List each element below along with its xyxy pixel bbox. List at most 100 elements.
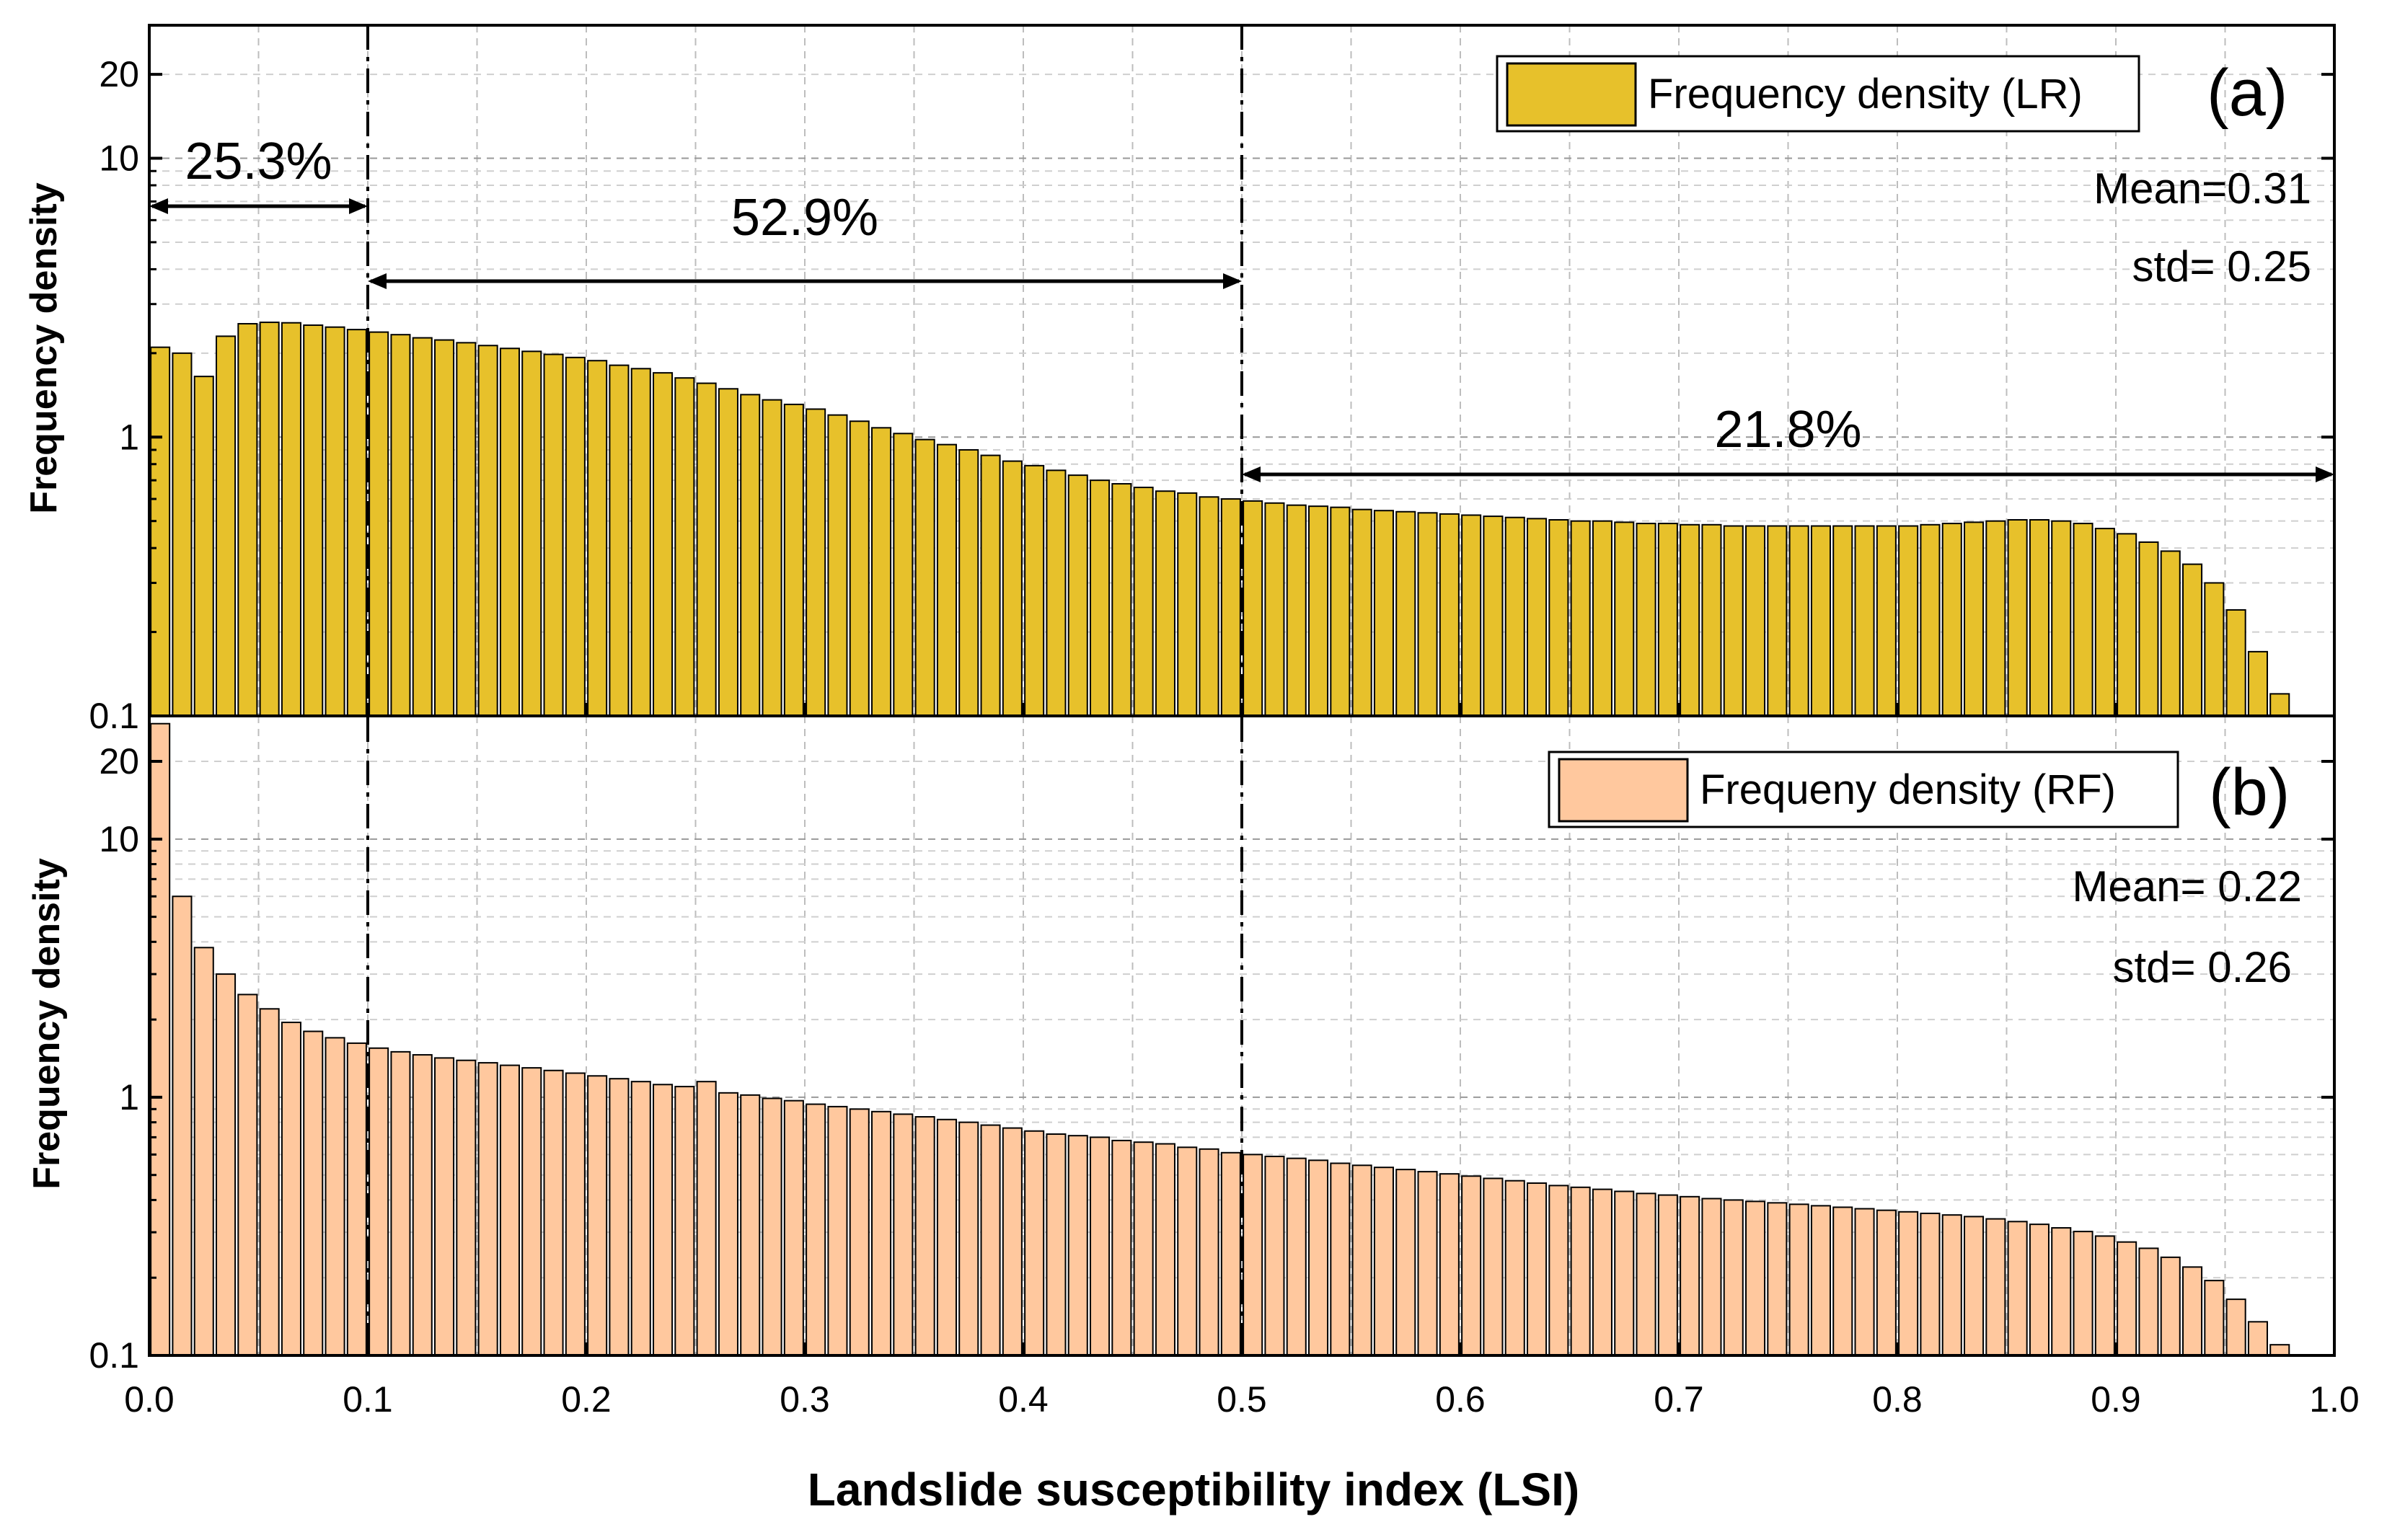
panel-a-bar xyxy=(609,364,630,717)
panel-a-bar xyxy=(237,323,258,717)
panel-b-bar xyxy=(2225,1298,2246,1357)
arrow-head-right xyxy=(2316,466,2334,482)
panel-a-bar xyxy=(1745,525,1766,717)
panel-b-bar xyxy=(2269,1344,2290,1356)
panel-a-bar xyxy=(1701,523,1722,717)
x-tick-label: 0.0 xyxy=(124,1379,175,1420)
panel-a-bar xyxy=(477,345,498,717)
panel-b-bar xyxy=(1264,1155,1285,1357)
panel-a-bar xyxy=(1832,525,1853,717)
panel-b-bar xyxy=(1155,1143,1175,1356)
x-tick-label: 0.3 xyxy=(780,1379,830,1420)
panel-b-bar xyxy=(1788,1203,1809,1356)
panel-b-bar xyxy=(2073,1231,2093,1357)
x-tick-label: 0.5 xyxy=(1217,1379,1267,1420)
panel-a-bar xyxy=(1264,502,1285,717)
panel-a-bar xyxy=(1570,520,1591,717)
panel-a-bar xyxy=(2007,519,2028,717)
panel-a-bar xyxy=(1199,496,1219,717)
panel-a-bar xyxy=(1177,492,1198,717)
panel-a-bar xyxy=(849,420,870,717)
panel-a-bar xyxy=(1548,519,1569,717)
panel-b-bar xyxy=(346,1042,367,1356)
panel-a-bar xyxy=(762,399,782,717)
panel-b-bar xyxy=(893,1113,914,1357)
legend-b-swatch xyxy=(1558,758,1689,823)
panel-b-bar xyxy=(1330,1162,1351,1356)
panel-a-bar xyxy=(1024,464,1045,717)
panel-b-bar xyxy=(762,1097,782,1356)
panel-a-bar xyxy=(740,394,761,717)
panel-a-bar xyxy=(543,353,564,717)
panel-b-bar xyxy=(587,1075,608,1356)
panel-a-bar xyxy=(390,334,411,717)
panel-a-bar xyxy=(1308,505,1329,717)
panel-a-bar xyxy=(303,324,324,717)
panel-b-bar xyxy=(1308,1159,1329,1356)
panel-b-bar xyxy=(2182,1266,2203,1357)
panel-b-bar xyxy=(2051,1227,2072,1357)
panel-b-bar xyxy=(653,1084,674,1356)
panel-a-bar xyxy=(958,448,979,717)
panel-b-bar xyxy=(696,1081,717,1357)
panel-a-bar xyxy=(1046,469,1067,717)
panel-a-bar xyxy=(1351,508,1372,717)
panel-b-bar xyxy=(216,973,237,1356)
panel-a-bar xyxy=(281,322,301,717)
panel-a-bar xyxy=(1985,520,2006,717)
arrow-head-right xyxy=(349,198,368,214)
panel-a-bar xyxy=(1504,516,1525,717)
panel-a-bar xyxy=(150,346,171,717)
panel-b-bar xyxy=(718,1092,738,1357)
panel-a-bar xyxy=(1133,487,1154,717)
x-tick-label: 0.6 xyxy=(1435,1379,1486,1420)
panel-a-bar xyxy=(1680,523,1700,717)
panel-a-bar xyxy=(1286,504,1307,717)
percentage-label: 21.8% xyxy=(1714,401,1861,459)
panel-a-bars xyxy=(150,322,2290,717)
panel-b-bars xyxy=(150,722,2290,1357)
panel-a-bar xyxy=(1636,523,1656,717)
panel-a-bar xyxy=(456,342,477,717)
panel-b-bar xyxy=(2138,1247,2159,1356)
panel-b-bar xyxy=(783,1099,804,1356)
panel-a-mean: Mean=0.31 xyxy=(2093,164,2311,213)
panel-a-bar xyxy=(369,331,389,717)
panel-a-bar xyxy=(412,337,433,717)
panel-b-bar xyxy=(1286,1157,1307,1356)
panel-a-bar xyxy=(1614,521,1635,717)
panel-a-bar xyxy=(1898,525,1919,717)
percentage-label: 52.9% xyxy=(731,189,878,247)
panel-a-y-axis-title: Frequency density xyxy=(23,182,65,514)
panel-b-bar xyxy=(1439,1173,1460,1357)
panel-b-bar xyxy=(1832,1206,1853,1356)
panel-a-y-tick-label: 1 xyxy=(119,417,139,457)
arrow-head-left xyxy=(149,198,168,214)
panel-a-bar xyxy=(216,335,237,717)
panel-b-bar xyxy=(1002,1127,1023,1356)
panel-b-bar xyxy=(1024,1130,1045,1356)
panel-b-bar xyxy=(1111,1139,1132,1356)
panel-b-bar xyxy=(1417,1171,1438,1357)
panel-b-bar xyxy=(1243,1154,1263,1356)
panel-b-bar xyxy=(237,994,258,1356)
panel-a-bar xyxy=(587,360,608,717)
panel-b-bar xyxy=(1680,1195,1700,1356)
panel-b-bar xyxy=(521,1067,542,1356)
panel-b-bar xyxy=(1461,1175,1482,1357)
panel-a-bar xyxy=(193,376,214,717)
panel-b-bar xyxy=(980,1124,1001,1357)
legend-b: Frequeny density (RF) xyxy=(1548,751,2179,828)
panel-b-bar xyxy=(2247,1321,2268,1356)
panel-b-bar xyxy=(1810,1205,1831,1356)
divider-lines xyxy=(366,25,1243,1355)
panel-b-bar xyxy=(1177,1146,1198,1357)
panel-b-std: std= 0.26 xyxy=(2112,943,2292,991)
panel-b-y-tick-label: 20 xyxy=(99,741,139,782)
panel-b-bar xyxy=(434,1057,455,1356)
panel-b-label: (b) xyxy=(2209,756,2290,829)
x-tick-label: 0.8 xyxy=(1872,1379,1923,1420)
